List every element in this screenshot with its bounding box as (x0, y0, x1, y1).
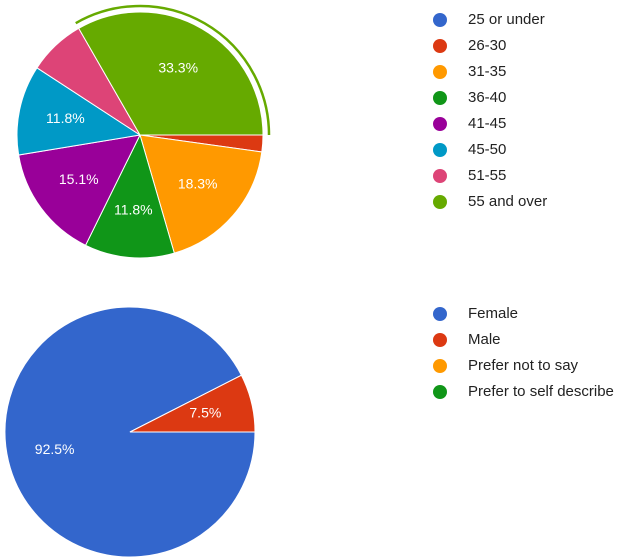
slice-label: 18.3% (178, 176, 218, 192)
legend-swatch (433, 117, 447, 131)
legend-swatch (433, 143, 447, 157)
legend-label: 25 or under (468, 11, 545, 28)
legend-swatch (433, 307, 447, 321)
pie-slice (129, 374, 256, 433)
legend-label: Female (468, 305, 518, 322)
legend-label: 31-35 (468, 63, 506, 80)
legend-label: 51-55 (468, 167, 506, 184)
legend-label: 45-50 (468, 141, 506, 158)
legend-swatch (433, 39, 447, 53)
legend-swatch (433, 91, 447, 105)
legend-label: 41-45 (468, 115, 506, 132)
slice-label: 33.3% (158, 60, 198, 76)
slice-label: 7.5% (189, 405, 221, 421)
legend-label: Prefer to self describe (468, 383, 614, 400)
legend-swatch (433, 195, 447, 209)
legend-swatch (433, 359, 447, 373)
slice-highlight (75, 4, 271, 136)
pie-slice (84, 133, 175, 259)
slice-label: 11.8% (114, 202, 153, 218)
pie-slice (18, 134, 141, 246)
legend-label: Prefer not to say (468, 357, 579, 374)
legend-swatch (433, 65, 447, 79)
slice-label: 92.5% (35, 441, 75, 457)
slice-label: 15.1% (59, 171, 99, 187)
slice-label: 11.8% (46, 110, 85, 126)
legend-swatch (433, 385, 447, 399)
pie-slice (16, 67, 142, 156)
legend-swatch (433, 333, 447, 347)
legend-label: 36-40 (468, 89, 506, 106)
legend-label: 26-30 (468, 37, 506, 54)
pie-slice (78, 11, 264, 136)
legend-swatch (433, 169, 447, 183)
legend-swatch (433, 13, 447, 27)
legend-label: Male (468, 331, 501, 348)
pie-slice (139, 134, 263, 254)
legend-label: 55 and over (468, 193, 547, 210)
